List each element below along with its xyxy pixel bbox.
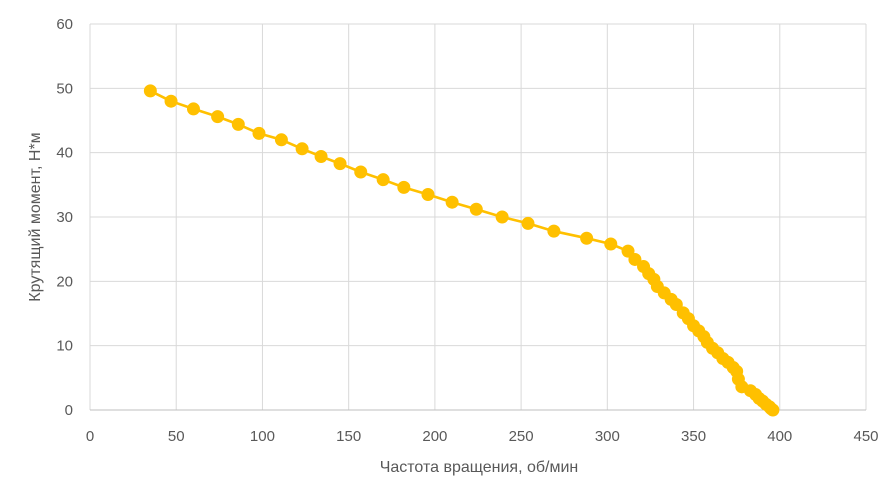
x-tick-label: 100 xyxy=(250,428,275,445)
y-tick-label: 10 xyxy=(56,338,73,355)
data-point xyxy=(580,231,594,245)
y-tick-label: 60 xyxy=(56,16,73,33)
x-tick-label: 250 xyxy=(509,428,534,445)
series-line xyxy=(149,89,774,412)
y-tick-label: 30 xyxy=(56,209,73,226)
data-point xyxy=(621,244,635,258)
data-point xyxy=(211,110,225,124)
x-tick-label: 200 xyxy=(422,428,447,445)
data-point xyxy=(604,237,618,251)
data-point xyxy=(186,102,200,116)
data-point xyxy=(445,195,459,209)
data-point xyxy=(314,150,328,164)
data-point xyxy=(274,133,288,147)
y-tick-label: 40 xyxy=(56,145,73,162)
tick-labels: 0 50 100 150 200 250 300 350 400 450 0 10 20 30 40 50 60 xyxy=(56,16,878,445)
data-point xyxy=(547,224,561,238)
y-axis-title: Крутящий момент, Н*м xyxy=(27,132,44,301)
data-point xyxy=(669,297,683,311)
data-point xyxy=(143,84,157,98)
x-tick-label: 300 xyxy=(595,428,620,445)
data-point xyxy=(628,252,642,266)
y-tick-label: 20 xyxy=(56,273,73,290)
x-axis-title: Частота вращения, об/мин xyxy=(380,459,579,476)
data-point xyxy=(354,165,368,179)
data-point xyxy=(376,173,390,187)
data-point xyxy=(252,126,266,140)
x-tick-label: 450 xyxy=(853,428,878,445)
y-tick-label: 50 xyxy=(56,80,73,97)
x-tick-label: 0 xyxy=(86,428,94,445)
data-point xyxy=(421,187,435,201)
x-tick-label: 150 xyxy=(336,428,361,445)
data-point xyxy=(495,210,509,224)
data-point xyxy=(397,180,411,194)
x-tick-label: 50 xyxy=(168,428,185,445)
series-group xyxy=(143,84,780,417)
data-point xyxy=(164,94,178,108)
data-point xyxy=(469,202,483,216)
y-tick-label: 0 xyxy=(65,402,73,419)
x-tick-label: 350 xyxy=(681,428,706,445)
x-tick-label: 400 xyxy=(767,428,792,445)
data-point xyxy=(231,117,245,131)
data-point xyxy=(333,157,347,171)
data-point xyxy=(521,216,535,230)
data-point xyxy=(766,403,780,417)
grid xyxy=(89,23,867,411)
data-point xyxy=(295,142,309,156)
